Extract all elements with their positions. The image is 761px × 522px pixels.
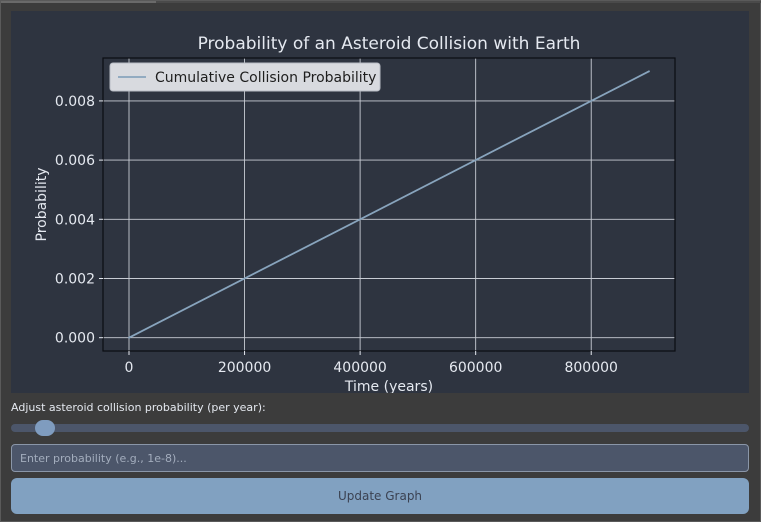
- y-tick-label: 0.002: [55, 271, 95, 287]
- x-axis-label: Time (years): [344, 379, 433, 393]
- top-strip: [1, 1, 761, 3]
- x-tick-label: 0: [125, 360, 134, 376]
- y-axis-label: Probability: [34, 167, 50, 241]
- y-tick-label: 0.006: [55, 153, 95, 169]
- chart-figure: 0 200000 400000 600000 800000 0.000 0.002 0.004…: [11, 11, 749, 393]
- probability-slider-handle[interactable]: [35, 420, 56, 436]
- y-tick-label: 0.004: [55, 212, 95, 228]
- x-tick-label: 200000: [218, 360, 271, 376]
- series-point: [648, 70, 650, 73]
- y-tick-label: 0.000: [55, 331, 95, 347]
- update-graph-button[interactable]: Update Graph: [11, 478, 749, 514]
- plot-frame: [102, 57, 676, 352]
- probability-input[interactable]: [11, 444, 749, 472]
- legend-box: [109, 62, 381, 92]
- slider-label: Adjust asteroid collision probability (p…: [11, 401, 266, 414]
- x-tick-label: 400000: [333, 360, 386, 376]
- probability-slider-track[interactable]: [11, 424, 749, 432]
- x-tick-label: 800000: [564, 360, 617, 376]
- top-strip-segment: [1, 1, 156, 3]
- legend-label: Cumulative Collision Probability: [155, 70, 376, 86]
- y-tick-label: 0.008: [55, 94, 95, 110]
- collision-probability-chart: 0 200000 400000 600000 800000 0.000 0.002 0.004…: [34, 34, 676, 393]
- series-line: [128, 70, 650, 339]
- chart-title: Probability of an Asteroid Collision wit…: [198, 34, 581, 54]
- x-tick-label: 600000: [449, 360, 502, 376]
- series-point: [128, 336, 130, 339]
